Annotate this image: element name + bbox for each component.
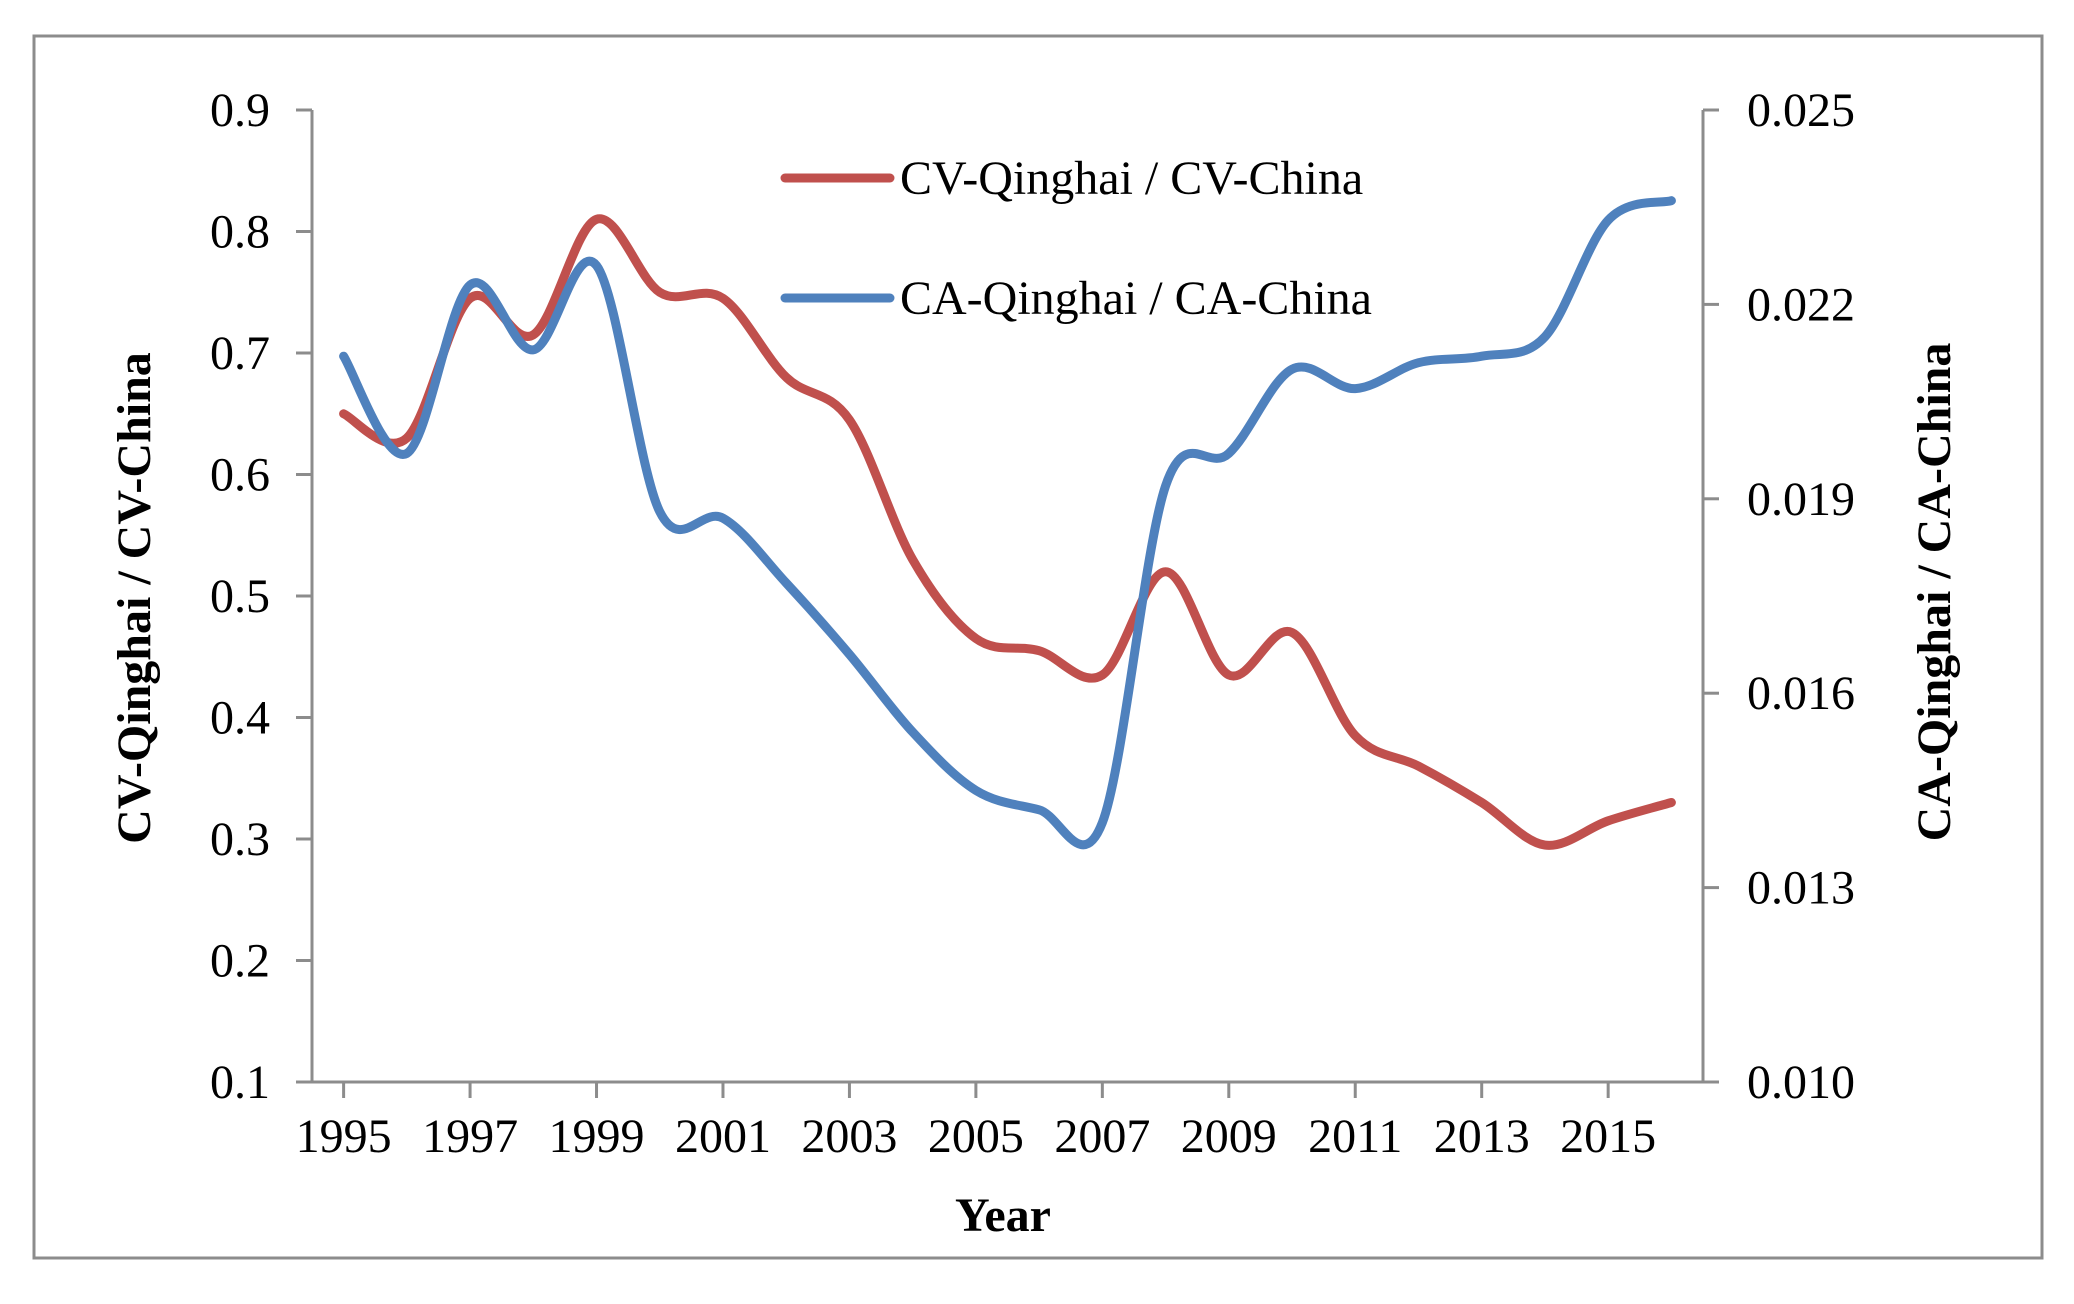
y-right-tick-label: 0.019 <box>1747 473 1855 526</box>
y-left-tick-label: 0.4 <box>210 692 270 745</box>
x-tick-label: 2001 <box>675 1110 771 1163</box>
y-right-tick-label: 0.016 <box>1747 667 1855 720</box>
legend-label-ca: CA-Qinghai / CA-China <box>900 272 1372 325</box>
x-tick-label: 2003 <box>801 1110 897 1163</box>
x-tick-label: 2015 <box>1560 1110 1656 1163</box>
x-tick-label: 1995 <box>296 1110 392 1163</box>
x-tick-label: 2009 <box>1181 1110 1277 1163</box>
x-tick-label: 2013 <box>1434 1110 1530 1163</box>
y-left-tick-label: 0.7 <box>210 327 270 380</box>
y-axis-right-title: CA-Qinghai / CA-China <box>1908 343 1961 842</box>
y-right-tick-label: 0.025 <box>1747 84 1855 137</box>
y-left-tick-label: 0.1 <box>210 1056 270 1109</box>
x-axis-title: Year <box>955 1189 1051 1242</box>
x-tick-label: 2007 <box>1054 1110 1150 1163</box>
x-tick-label: 1999 <box>549 1110 645 1163</box>
y-left-tick-label: 0.8 <box>210 206 270 259</box>
y-axis-left-title: CV-Qinghai / CV-China <box>108 352 161 844</box>
x-tick-label: 2011 <box>1308 1110 1402 1163</box>
series-line-ca <box>339 196 1676 850</box>
y-right-tick-label: 0.022 <box>1747 278 1855 331</box>
y-left-tick-label: 0.5 <box>210 570 270 623</box>
y-left-tick-label: 0.6 <box>210 449 270 502</box>
y-left-tick-label: 0.2 <box>210 935 270 988</box>
series-line-cv <box>339 214 1676 850</box>
y-right-tick-label: 0.010 <box>1747 1056 1855 1109</box>
x-tick-label: 1997 <box>422 1110 518 1163</box>
y-left-tick-label: 0.9 <box>210 84 270 137</box>
legend-label-cv: CV-Qinghai / CV-China <box>900 152 1363 205</box>
y-right-tick-label: 0.013 <box>1747 862 1855 915</box>
x-tick-label: 2005 <box>928 1110 1024 1163</box>
y-left-tick-label: 0.3 <box>210 813 270 866</box>
